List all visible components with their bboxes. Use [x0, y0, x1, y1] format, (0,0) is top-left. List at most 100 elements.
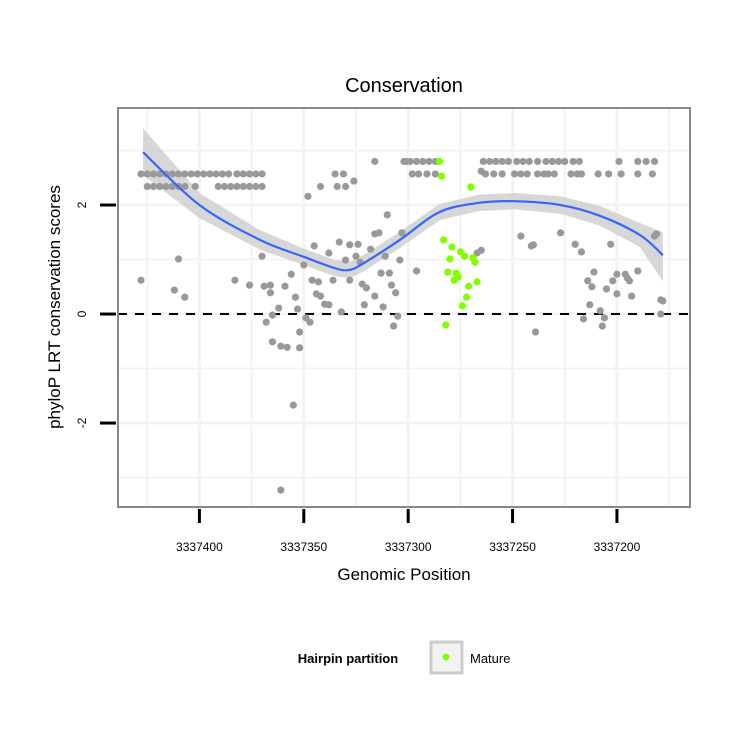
data-point — [498, 157, 506, 166]
data-point — [498, 170, 506, 178]
data-point — [389, 322, 398, 330]
data-point — [492, 157, 500, 166]
data-point — [187, 170, 195, 178]
mature-data-point — [467, 183, 475, 191]
data-point — [306, 318, 314, 326]
data-point — [392, 289, 400, 297]
data-point — [300, 261, 308, 269]
data-point — [519, 157, 527, 166]
data-point — [617, 170, 625, 178]
y-tick-label: -2 — [75, 417, 89, 428]
mature-data-point — [440, 236, 448, 244]
x-tick-label: 3337350 — [280, 540, 327, 554]
mature-data-point — [450, 276, 458, 284]
data-point — [245, 281, 254, 289]
data-point — [569, 157, 577, 166]
data-point — [517, 170, 525, 178]
data-point — [544, 170, 552, 178]
data-point — [287, 270, 295, 278]
data-point — [586, 301, 594, 309]
y-axis-title: phyloP LRT conservation scores — [45, 185, 64, 429]
data-point — [220, 182, 229, 191]
data-point — [375, 229, 383, 237]
data-point — [383, 211, 391, 219]
data-point — [156, 170, 164, 178]
data-point — [174, 170, 183, 178]
legend-mature-label: Mature — [470, 651, 510, 666]
mature-data-point — [473, 278, 481, 286]
data-point — [291, 293, 300, 301]
data-point — [609, 277, 617, 285]
data-point — [233, 182, 241, 191]
data-point — [218, 170, 226, 178]
data-point — [596, 307, 604, 315]
legend-mature-swatch — [442, 653, 450, 661]
data-point — [331, 170, 339, 178]
data-point — [149, 170, 158, 178]
data-point — [252, 182, 260, 191]
data-point — [266, 281, 274, 289]
data-point — [381, 252, 389, 260]
data-point — [245, 182, 254, 191]
panel-border — [117, 107, 691, 508]
data-point — [504, 157, 512, 166]
y-tick-label: 0 — [75, 310, 89, 317]
data-point — [534, 157, 542, 166]
data-point — [479, 157, 487, 166]
data-point — [143, 170, 151, 178]
data-point — [567, 170, 575, 178]
data-point — [168, 170, 176, 178]
data-point — [396, 256, 404, 264]
data-point — [341, 256, 350, 264]
data-point — [316, 292, 325, 300]
data-point — [191, 182, 199, 191]
data-point — [206, 170, 214, 178]
data-point — [296, 328, 304, 336]
data-point — [181, 170, 189, 178]
data-point — [193, 170, 201, 178]
data-point — [634, 170, 642, 178]
legend: Hairpin partition Mature — [298, 640, 510, 675]
data-point — [534, 170, 542, 178]
mature-data-point — [471, 258, 479, 266]
data-point — [268, 311, 277, 319]
data-point — [650, 232, 659, 240]
data-point — [308, 276, 316, 284]
data-point — [604, 170, 613, 178]
x-tick-label: 3337250 — [489, 540, 536, 554]
data-point — [548, 157, 556, 166]
x-tick-label: 3337400 — [176, 540, 223, 554]
plot-panel — [118, 108, 690, 507]
x-tick-label: 3337200 — [594, 540, 641, 554]
mature-data-point — [442, 321, 450, 329]
data-point — [325, 249, 333, 257]
data-point — [561, 157, 569, 166]
data-point — [354, 240, 362, 248]
data-point — [245, 170, 254, 178]
data-point — [316, 182, 325, 191]
data-point — [181, 182, 189, 191]
data-point — [627, 292, 636, 300]
data-point — [398, 229, 406, 237]
mature-data-point — [463, 293, 471, 301]
data-point — [613, 290, 621, 298]
data-point — [485, 157, 494, 166]
data-point — [233, 170, 241, 178]
data-point — [335, 238, 343, 246]
data-point — [170, 286, 178, 294]
mature-data-point — [446, 255, 454, 263]
data-point — [333, 182, 341, 191]
data-point — [371, 292, 379, 300]
data-point — [304, 192, 312, 200]
mature-data-point — [444, 268, 452, 276]
x-axis: 3337400 3337350 3337300 3337250 3337200 — [176, 509, 641, 554]
mature-data-point — [437, 172, 446, 180]
data-point — [337, 308, 345, 316]
data-point — [346, 276, 354, 284]
data-point — [517, 232, 525, 240]
data-point — [212, 170, 220, 178]
data-point — [362, 284, 371, 292]
data-point — [296, 344, 304, 352]
data-point — [394, 312, 402, 320]
